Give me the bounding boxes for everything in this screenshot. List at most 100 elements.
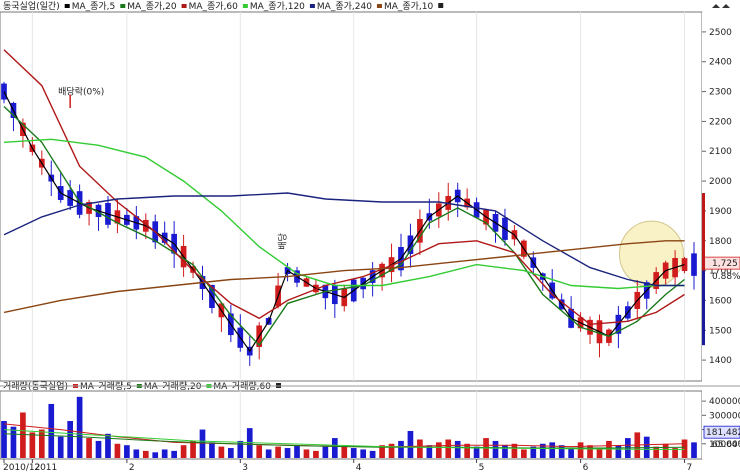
y-tick-label: 300000 xyxy=(709,411,740,421)
current-volume-label: 181,482 xyxy=(706,428,740,438)
volume-bar xyxy=(435,442,442,458)
legend-label: 동국실업(일간) xyxy=(3,1,60,12)
volume-bar xyxy=(577,442,584,458)
legend-swatch xyxy=(309,4,315,8)
volume-bar xyxy=(1,421,7,458)
vol-ma60-line xyxy=(3,429,685,450)
y-tick-label: 1800 xyxy=(709,237,732,247)
y-tick-label: 2100 xyxy=(709,147,732,157)
ma20-line xyxy=(3,105,685,347)
x-tick-label: 6 xyxy=(583,463,589,472)
y-axis-panel xyxy=(702,12,740,459)
volume-bar xyxy=(322,446,329,458)
x-tick-label: 2010/12 xyxy=(3,463,40,472)
ma10-line xyxy=(3,240,685,314)
volume-bar xyxy=(275,446,281,458)
volume-bar xyxy=(691,442,697,458)
candle-body xyxy=(1,83,7,100)
y-tick-label: 1900 xyxy=(709,207,732,217)
x-tick-label: 4 xyxy=(356,463,362,472)
volume-bar xyxy=(539,443,546,458)
volume-bar xyxy=(48,403,55,458)
volume-bar xyxy=(303,449,310,458)
y-tick-label: 2300 xyxy=(709,88,732,98)
y-tick-label: 2500 xyxy=(709,28,732,38)
scroll-up-icon[interactable] xyxy=(722,4,730,8)
legend-label: MA_종가,10 xyxy=(384,1,434,12)
volume-bar xyxy=(662,443,669,458)
volume-bar xyxy=(369,450,376,458)
volume-bar xyxy=(530,446,537,458)
legend-label: MA_종가,20 xyxy=(127,1,177,12)
volume-bar xyxy=(294,445,300,458)
legend-swatch xyxy=(64,4,70,8)
legend-swatch xyxy=(242,4,248,8)
volume-bar xyxy=(350,448,357,458)
volume-pct-label: 65.64% xyxy=(712,440,740,450)
volume-bar xyxy=(681,439,688,458)
volume-bar xyxy=(114,443,121,458)
legend-label: MA_종가,240 xyxy=(317,1,372,12)
volume-bar xyxy=(653,446,660,458)
volume-bar xyxy=(152,452,159,458)
legend-label: MA_종가,120 xyxy=(250,1,305,12)
legend-settings-icon[interactable] xyxy=(438,3,444,8)
volume-bar xyxy=(464,443,470,458)
y-tick-label: 1500 xyxy=(709,326,732,336)
volume-bar xyxy=(388,443,395,458)
volume-bar xyxy=(209,442,215,458)
price-range-bar xyxy=(702,193,705,271)
volume-bar xyxy=(95,440,102,458)
volume-bar xyxy=(29,432,36,458)
volume-bar xyxy=(199,429,206,458)
scroll-up-icon[interactable] xyxy=(712,4,720,8)
price-legend: 동국실업(일간) MA_종가,5 MA_종가,20 MA_종가,60 MA_종가,120… xyxy=(3,1,444,12)
volume-bar xyxy=(407,430,414,458)
ma5-line xyxy=(3,91,685,353)
legend-label: MA_종가,60 xyxy=(189,1,239,12)
y-tick-label: 2000 xyxy=(709,177,732,187)
volume-bar xyxy=(426,445,433,458)
volume-bar xyxy=(180,445,187,458)
volume-bar xyxy=(142,450,149,458)
volume-bar xyxy=(445,439,452,458)
legend-label: MA_종가,5 xyxy=(72,1,116,12)
x-tick-label: 7 xyxy=(687,463,693,472)
volume-bar xyxy=(161,449,168,458)
volume-bar xyxy=(615,445,622,458)
volume-bar xyxy=(20,412,26,458)
x-tick-label: 5 xyxy=(479,463,485,472)
volume-bar xyxy=(284,448,291,458)
price-range-bar xyxy=(702,270,705,346)
volume-bar xyxy=(171,450,177,458)
volume-bar xyxy=(76,396,83,458)
volume-bar xyxy=(417,439,423,458)
volume-bar xyxy=(67,421,73,458)
volume-bar xyxy=(558,445,565,458)
volume-bar xyxy=(86,438,92,458)
volume-bar xyxy=(265,449,272,458)
volume-bar xyxy=(454,440,461,458)
legend-swatch xyxy=(120,4,126,8)
volume-bar xyxy=(313,450,319,458)
volume-bar xyxy=(398,440,404,458)
y-tick-label: 1400 xyxy=(709,356,732,366)
volume-bar xyxy=(237,440,244,458)
volume-bar xyxy=(228,448,234,458)
candle-body xyxy=(681,258,688,272)
volume-bar xyxy=(133,449,140,458)
current-price-label: 1,725 xyxy=(712,259,738,269)
y-tick-label: 100000 xyxy=(709,440,740,450)
volume-bar xyxy=(549,442,556,458)
x-tick-label: 2011 xyxy=(34,463,57,472)
volume-bar xyxy=(360,449,367,458)
volume-bar xyxy=(256,445,263,458)
y-tick-label: 2200 xyxy=(709,117,732,127)
dividend-small-annotation: 배당 xyxy=(278,233,289,250)
volume-bar xyxy=(473,446,480,458)
volume-bar xyxy=(502,445,508,458)
change-pct-label: 0.88% xyxy=(712,272,740,282)
ma240-line xyxy=(3,192,685,287)
